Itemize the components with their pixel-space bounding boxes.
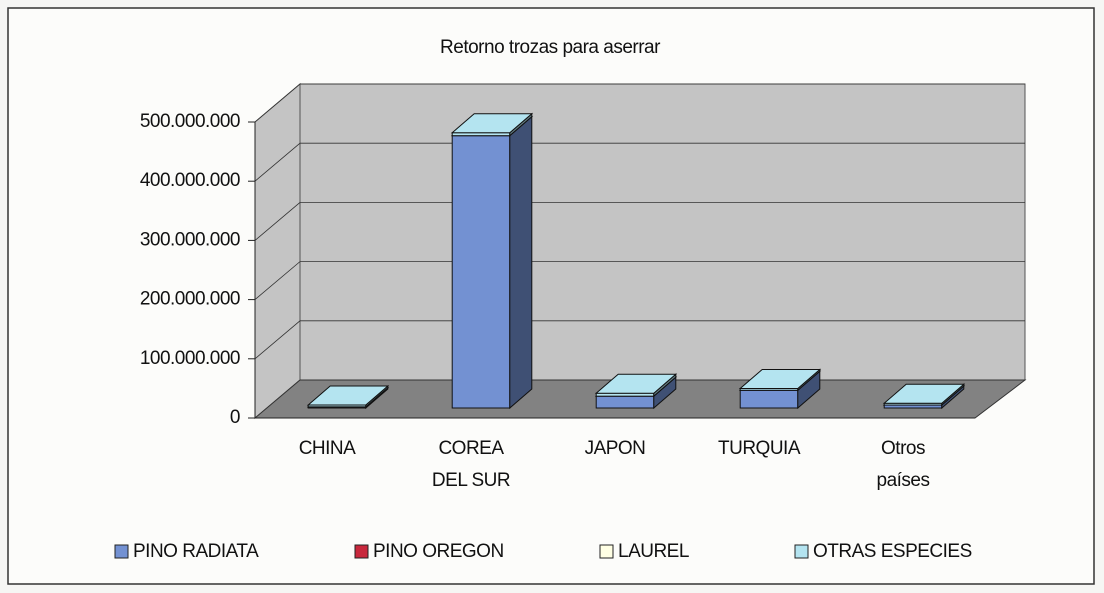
y-tick-label: 300.000.000 [140, 229, 240, 250]
bar-segment [738, 368, 822, 392]
bar-side [509, 115, 533, 410]
legend-label: OTRAS ESPECIES [813, 541, 972, 562]
bar-segment [882, 383, 966, 407]
legend-swatch [354, 544, 369, 559]
bar-segment [594, 373, 678, 398]
y-tick-label: 0 [230, 407, 240, 428]
legend-swatch [599, 544, 614, 559]
legend-label: LAUREL [618, 541, 689, 562]
x-tick-label: CHINA [298, 438, 356, 459]
bar-segment [450, 112, 534, 137]
bar-segment [450, 115, 534, 410]
grid-line [254, 83, 1025, 123]
grid-line [254, 142, 1025, 182]
bar-top [594, 373, 678, 394]
left-wall [254, 82, 301, 420]
chart-title: Retorno trozas para aserrar [440, 37, 661, 58]
x-tick-label: COREA DEL SUR [431, 438, 511, 491]
legend-swatch [794, 544, 809, 559]
bar-front [451, 135, 511, 409]
y-tick-label: 100.000.000 [140, 348, 240, 369]
y-tick-label: 500.000.000 [140, 111, 240, 132]
bar-top [882, 383, 966, 404]
grid-line [254, 201, 1025, 241]
grid-line [254, 320, 1025, 360]
x-tick-label: JAPON [584, 438, 646, 459]
bar-top [306, 385, 390, 406]
legend-label: PINO RADIATA [133, 541, 259, 562]
bar-front [739, 389, 799, 409]
x-tick-label: TURQUIA [718, 438, 801, 459]
back-wall [299, 83, 1026, 381]
y-tick-label: 400.000.000 [140, 170, 240, 191]
y-tick-label: 200.000.000 [140, 289, 240, 310]
grid-line [254, 261, 1025, 300]
legend-swatch [114, 544, 129, 559]
bar-top [738, 368, 822, 389]
x-tick-label: Otros países [876, 438, 930, 491]
bar-segment [306, 384, 390, 408]
bar-top [450, 113, 534, 134]
bar-front [595, 395, 655, 409]
legend-label: PINO OREGON [373, 541, 504, 562]
